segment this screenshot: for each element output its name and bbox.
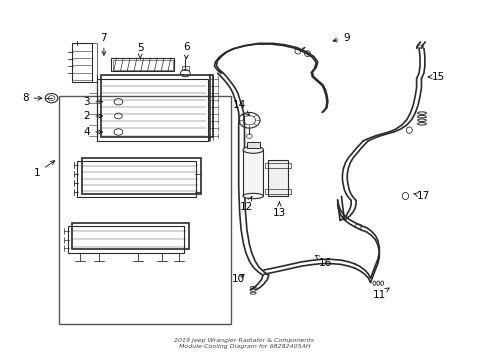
Text: 2019 Jeep Wrangler Radiator & Components
Module-Cooling Diagram for 68282405AH: 2019 Jeep Wrangler Radiator & Components… [174,338,314,349]
Bar [77,162,196,197]
Bar [243,150,263,196]
Bar [265,189,290,194]
Bar [102,75,213,137]
Bar [59,96,231,324]
Text: 15: 15 [427,72,444,82]
Text: 8: 8 [22,93,42,103]
Text: 4: 4 [83,127,102,137]
Ellipse shape [243,146,263,153]
Bar [67,226,183,253]
Text: 12: 12 [239,197,252,212]
Bar [72,223,188,249]
Text: 2: 2 [83,111,102,121]
Text: 10: 10 [232,274,245,284]
Ellipse shape [243,193,263,199]
Bar [267,161,287,196]
Text: 5: 5 [137,43,143,59]
Text: 7: 7 [101,33,107,55]
Text: 14: 14 [233,100,248,115]
Bar [82,158,201,194]
Bar [182,66,188,71]
Bar [112,60,172,71]
Bar [97,78,208,141]
Text: 1: 1 [34,161,55,178]
Text: 17: 17 [413,191,429,201]
Text: 3: 3 [83,97,102,107]
Bar [246,141,259,148]
Text: 11: 11 [372,288,388,300]
Text: 13: 13 [272,202,285,218]
Bar [111,58,174,72]
Text: 16: 16 [315,255,331,267]
Bar [72,43,92,82]
Text: 9: 9 [332,33,349,43]
Text: 6: 6 [183,41,189,59]
Bar [265,163,290,167]
Bar [72,43,97,82]
